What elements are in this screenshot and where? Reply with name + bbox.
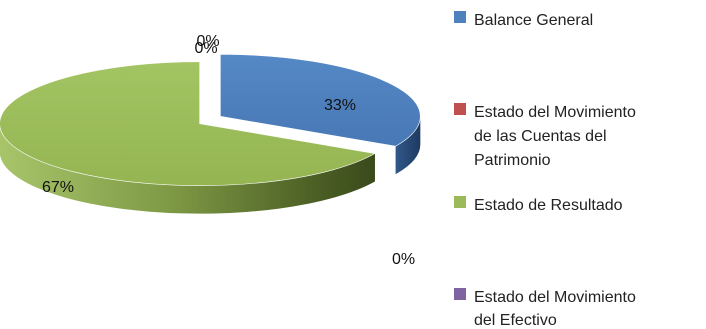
pie-slices	[0, 54, 421, 214]
data-label-estado-del-movimiento-del-efectivo: 0%	[194, 40, 217, 57]
data-label-estado-del-movimiento-de-las-cuentas-del-patrimonio: 0%	[196, 33, 219, 50]
data-label-zero-bottom: 0%	[392, 251, 415, 268]
slice-side-estado-de-resultado	[0, 127, 375, 214]
data-labels: 33%0%67%0%0%	[42, 33, 415, 268]
legend-swatch-estado-del-movimiento-de-las-cuentas-del-patrimonio	[454, 103, 466, 115]
legend-label-estado-del-movimiento-de-las-cuentas-del-patrimonio-line-3: Patrimonio	[474, 152, 551, 169]
data-label-estado-de-resultado: 67%	[42, 179, 74, 196]
slice-side-balance-general	[395, 116, 421, 175]
legend-label-estado-del-movimiento-del-efectivo-line-2: del Efectivo	[474, 312, 557, 329]
legend-label-estado-del-movimiento-del-efectivo-line-1: Estado del Movimiento	[474, 289, 636, 306]
legend-label-estado-del-movimiento-de-las-cuentas-del-patrimonio-line-2: de las Cuentas del	[474, 128, 607, 145]
data-label-balance-general: 33%	[324, 97, 356, 114]
legend-item-estado-del-movimiento-del-efectivo[interactable]: Estado del Movimiento del Efectivo	[454, 288, 636, 329]
legend-label-balance-general-line-1: Balance General	[474, 12, 593, 29]
legend: Balance General Estado del Movimiento de l…	[454, 11, 636, 329]
legend-label-estado-del-movimiento-de-las-cuentas-del-patrimonio-line-1: Estado del Movimiento	[474, 104, 636, 121]
legend-item-estado-del-movimiento-de-las-cuentas-del-patrimonio[interactable]: Estado del Movimiento de las Cuentas del P…	[454, 103, 636, 169]
legend-swatch-estado-del-movimiento-del-efectivo	[454, 288, 466, 300]
legend-item-balance-general[interactable]: Balance General	[454, 11, 593, 29]
legend-swatch-balance-general	[454, 11, 466, 23]
slice-balance-general[interactable]	[220, 54, 421, 147]
slice-estado-de-resultado[interactable]	[0, 61, 376, 186]
legend-label-estado-de-resultado-line-1: Estado de Resultado	[474, 197, 623, 214]
legend-swatch-estado-de-resultado	[454, 196, 466, 208]
legend-item-estado-de-resultado[interactable]: Estado de Resultado	[454, 196, 623, 214]
